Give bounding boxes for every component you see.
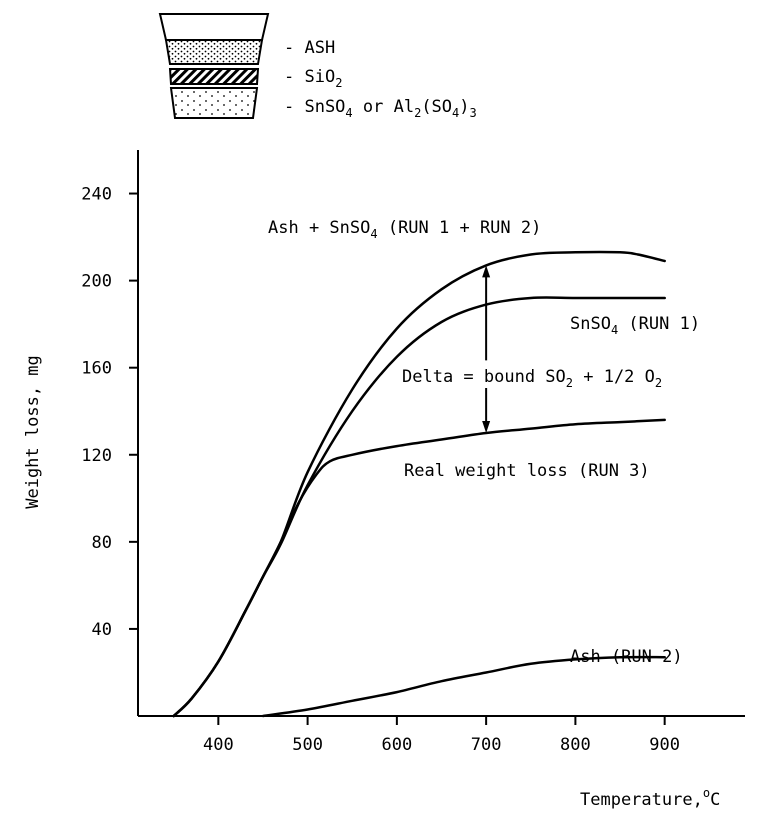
legend-swatch-ash — [164, 39, 264, 65]
delta-arrowhead-down — [482, 421, 491, 433]
y-tick-label: 80 — [92, 533, 112, 553]
label-real-weight-loss: Real weight loss (RUN 3) — [404, 461, 650, 481]
label-ash-snso4: Ash + SnSO4 (RUN 1 + RUN 2) — [268, 218, 541, 241]
series-lines — [172, 250, 666, 718]
legend: - ASH - SiO2 - SnSO4 or Al2(SO4)3 — [158, 13, 477, 120]
legend-label-ash: - ASH — [284, 38, 335, 58]
y-tick-label: 40 — [92, 620, 112, 640]
y-tick-label: 120 — [81, 446, 112, 466]
legend-label-snso4: - SnSO4 or Al2(SO4)3 — [284, 97, 477, 120]
legend-swatch-sio2 — [168, 68, 260, 85]
x-tick-label: 600 — [382, 735, 413, 755]
x-tick-label: 900 — [649, 735, 680, 755]
series-line-4 — [261, 655, 666, 718]
y-tick-label: 200 — [81, 272, 112, 292]
x-axis-title: Temperature,oC — [580, 786, 720, 810]
label-delta: Delta = bound SO2 + 1/2 O2 — [402, 367, 662, 390]
series-line-3 — [172, 418, 666, 718]
y-tick-label: 240 — [81, 185, 112, 205]
crucible-icon — [158, 13, 270, 119]
legend-label-sio2: - SiO2 — [284, 67, 342, 90]
x-tick-label: 500 — [292, 735, 323, 755]
x-tick-label: 800 — [560, 735, 591, 755]
axis-ticks: 400 500 600 700 800 900 40 80 120 160 200 240 — [81, 185, 680, 755]
y-tick-label: 160 — [81, 359, 112, 379]
label-ash: Ash (RUN 2) — [570, 647, 683, 667]
x-tick-label: 700 — [471, 735, 502, 755]
delta-arrow — [482, 265, 491, 433]
label-snso4: SnSO4 (RUN 1) — [570, 314, 700, 337]
legend-swatch-snso4 — [169, 87, 259, 119]
delta-arrowhead-up — [482, 265, 491, 278]
x-tick-label: 400 — [203, 735, 234, 755]
y-axis-title: Weight loss, mg — [23, 355, 43, 509]
